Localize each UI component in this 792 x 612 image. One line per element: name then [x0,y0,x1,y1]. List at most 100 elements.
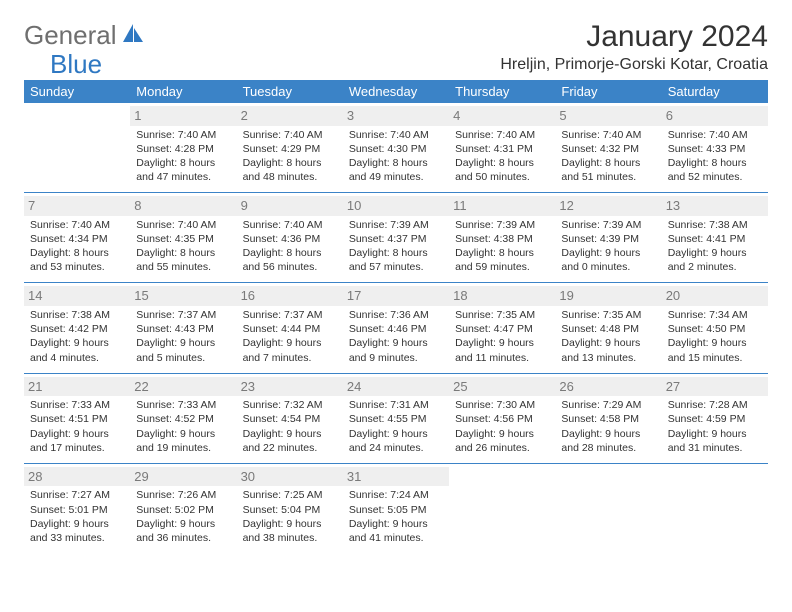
sunset-text: Sunset: 4:52 PM [136,412,230,426]
day-number: 8 [130,196,236,216]
sunrise-text: Sunrise: 7:40 AM [136,218,230,232]
calendar-week-row: 14Sunrise: 7:38 AMSunset: 4:42 PMDayligh… [24,283,768,373]
day-number: 13 [662,196,768,216]
logo-text-general: General [24,20,117,51]
daylight-text: Daylight: 8 hours and 47 minutes. [136,156,230,184]
day-number: 28 [24,467,130,487]
sunset-text: Sunset: 4:29 PM [243,142,337,156]
sunrise-text: Sunrise: 7:40 AM [668,128,762,142]
sunset-text: Sunset: 4:55 PM [349,412,443,426]
daylight-text: Daylight: 9 hours and 38 minutes. [243,517,337,545]
day-info: Sunrise: 7:39 AMSunset: 4:37 PMDaylight:… [349,218,443,275]
day-number: 29 [130,467,236,487]
day-info: Sunrise: 7:30 AMSunset: 4:56 PMDaylight:… [455,398,549,455]
logo-sail-icon [121,22,145,49]
calendar-day-cell: 17Sunrise: 7:36 AMSunset: 4:46 PMDayligh… [343,283,449,373]
calendar-week-row: 28Sunrise: 7:27 AMSunset: 5:01 PMDayligh… [24,463,768,553]
daylight-text: Daylight: 9 hours and 7 minutes. [243,336,337,364]
sunrise-text: Sunrise: 7:31 AM [349,398,443,412]
calendar-day-cell: 15Sunrise: 7:37 AMSunset: 4:43 PMDayligh… [130,283,236,373]
daylight-text: Daylight: 9 hours and 31 minutes. [668,427,762,455]
sunrise-text: Sunrise: 7:26 AM [136,488,230,502]
day-number: 23 [237,377,343,397]
calendar-day-cell: 8Sunrise: 7:40 AMSunset: 4:35 PMDaylight… [130,193,236,283]
day-info: Sunrise: 7:40 AMSunset: 4:33 PMDaylight:… [668,128,762,185]
calendar-day-cell: 9Sunrise: 7:40 AMSunset: 4:36 PMDaylight… [237,193,343,283]
sunrise-text: Sunrise: 7:27 AM [30,488,124,502]
logo-text-blue: Blue [50,49,102,80]
sunrise-text: Sunrise: 7:25 AM [243,488,337,502]
sunset-text: Sunset: 4:43 PM [136,322,230,336]
day-number: 5 [555,106,661,126]
calendar-day-cell: 10Sunrise: 7:39 AMSunset: 4:37 PMDayligh… [343,193,449,283]
sunset-text: Sunset: 4:42 PM [30,322,124,336]
day-number: 2 [237,106,343,126]
sunrise-text: Sunrise: 7:40 AM [561,128,655,142]
daylight-text: Daylight: 8 hours and 52 minutes. [668,156,762,184]
daylight-text: Daylight: 8 hours and 48 minutes. [243,156,337,184]
calendar-day-cell: 7Sunrise: 7:40 AMSunset: 4:34 PMDaylight… [24,193,130,283]
daylight-text: Daylight: 9 hours and 11 minutes. [455,336,549,364]
day-info: Sunrise: 7:40 AMSunset: 4:32 PMDaylight:… [561,128,655,185]
calendar-day-cell [662,463,768,553]
day-info: Sunrise: 7:28 AMSunset: 4:59 PMDaylight:… [668,398,762,455]
sunrise-text: Sunrise: 7:32 AM [243,398,337,412]
sunrise-text: Sunrise: 7:39 AM [561,218,655,232]
sunset-text: Sunset: 4:36 PM [243,232,337,246]
day-number: 20 [662,286,768,306]
day-info: Sunrise: 7:33 AMSunset: 4:52 PMDaylight:… [136,398,230,455]
calendar-day-cell: 6Sunrise: 7:40 AMSunset: 4:33 PMDaylight… [662,103,768,193]
calendar-day-cell: 19Sunrise: 7:35 AMSunset: 4:48 PMDayligh… [555,283,661,373]
weekday-header: Thursday [449,80,555,103]
day-number: 18 [449,286,555,306]
sunrise-text: Sunrise: 7:29 AM [561,398,655,412]
sunset-text: Sunset: 4:48 PM [561,322,655,336]
calendar-day-cell: 2 Sunrise: 7:40 AMSunset: 4:29 PMDaylight… [237,103,343,193]
calendar-day-cell [555,463,661,553]
sunrise-text: Sunrise: 7:38 AM [668,218,762,232]
day-number: 12 [555,196,661,216]
calendar-day-cell: 12Sunrise: 7:39 AMSunset: 4:39 PMDayligh… [555,193,661,283]
sunrise-text: Sunrise: 7:37 AM [243,308,337,322]
sunset-text: Sunset: 4:56 PM [455,412,549,426]
sunrise-text: Sunrise: 7:40 AM [243,128,337,142]
day-number: 22 [130,377,236,397]
daylight-text: Daylight: 9 hours and 15 minutes. [668,336,762,364]
day-info: Sunrise: 7:35 AMSunset: 4:47 PMDaylight:… [455,308,549,365]
daylight-text: Daylight: 9 hours and 36 minutes. [136,517,230,545]
day-info: Sunrise: 7:36 AMSunset: 4:46 PMDaylight:… [349,308,443,365]
day-info: Sunrise: 7:24 AMSunset: 5:05 PMDaylight:… [349,488,443,545]
sunrise-text: Sunrise: 7:39 AM [349,218,443,232]
sunset-text: Sunset: 5:04 PM [243,503,337,517]
daylight-text: Daylight: 9 hours and 5 minutes. [136,336,230,364]
day-number: 7 [24,196,130,216]
day-info: Sunrise: 7:34 AMSunset: 4:50 PMDaylight:… [668,308,762,365]
daylight-text: Daylight: 8 hours and 55 minutes. [136,246,230,274]
daylight-text: Daylight: 8 hours and 57 minutes. [349,246,443,274]
calendar-day-cell: 14Sunrise: 7:38 AMSunset: 4:42 PMDayligh… [24,283,130,373]
daylight-text: Daylight: 9 hours and 19 minutes. [136,427,230,455]
calendar-day-cell: 27Sunrise: 7:28 AMSunset: 4:59 PMDayligh… [662,373,768,463]
calendar-day-cell: 20Sunrise: 7:34 AMSunset: 4:50 PMDayligh… [662,283,768,373]
calendar-day-cell: 1Sunrise: 7:40 AMSunset: 4:28 PMDaylight… [130,103,236,193]
weekday-header: Friday [555,80,661,103]
calendar-day-cell: 4Sunrise: 7:40 AMSunset: 4:31 PMDaylight… [449,103,555,193]
day-info: Sunrise: 7:32 AMSunset: 4:54 PMDaylight:… [243,398,337,455]
weekday-header: Tuesday [237,80,343,103]
daylight-text: Daylight: 9 hours and 22 minutes. [243,427,337,455]
daylight-text: Daylight: 9 hours and 41 minutes. [349,517,443,545]
calendar-day-cell: 30Sunrise: 7:25 AMSunset: 5:04 PMDayligh… [237,463,343,553]
weekday-header: Saturday [662,80,768,103]
sunrise-text: Sunrise: 7:40 AM [30,218,124,232]
sunset-text: Sunset: 5:02 PM [136,503,230,517]
day-info: Sunrise: 7:37 AMSunset: 4:43 PMDaylight:… [136,308,230,365]
sunrise-text: Sunrise: 7:39 AM [455,218,549,232]
weekday-header: Sunday [24,80,130,103]
calendar-day-cell: 13Sunrise: 7:38 AMSunset: 4:41 PMDayligh… [662,193,768,283]
calendar-week-row: 1Sunrise: 7:40 AMSunset: 4:28 PMDaylight… [24,103,768,193]
sunrise-text: Sunrise: 7:40 AM [136,128,230,142]
calendar-day-cell: 3Sunrise: 7:40 AMSunset: 4:30 PMDaylight… [343,103,449,193]
day-info: Sunrise: 7:39 AMSunset: 4:38 PMDaylight:… [455,218,549,275]
calendar-day-cell: 5Sunrise: 7:40 AMSunset: 4:32 PMDaylight… [555,103,661,193]
daylight-text: Daylight: 8 hours and 53 minutes. [30,246,124,274]
